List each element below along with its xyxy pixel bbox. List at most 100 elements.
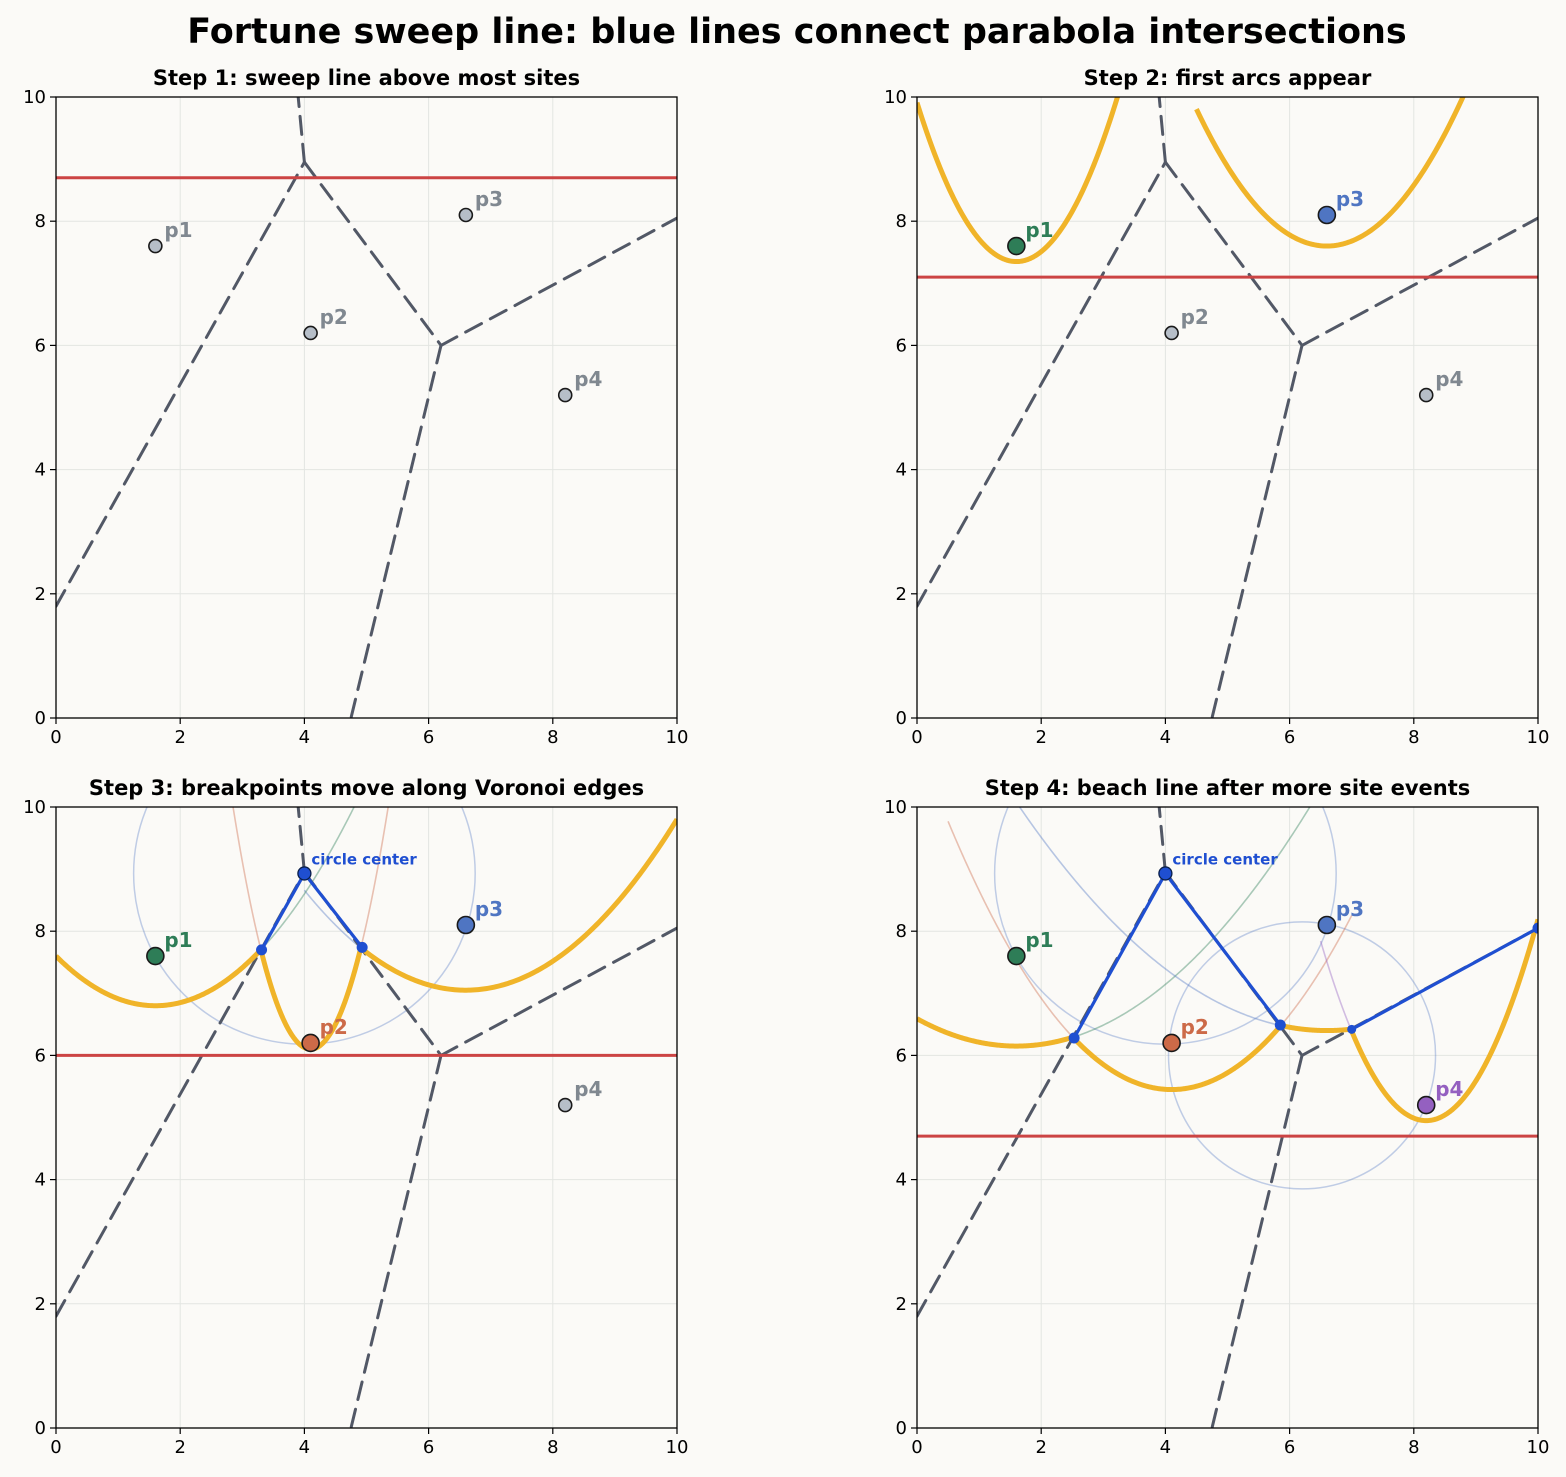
- panel-3: p1 p2 p3 p4 circle center 0 2 4 6 8 10 0 2 4 6 8 10 Step …: [23, 776, 688, 1458]
- empty-circle: [1167, 921, 1437, 1190]
- x-tick-label: 8: [547, 727, 558, 748]
- beach-arc-p3: [1278, 1022, 1354, 1034]
- faint-parabola-p1: [260, 807, 355, 950]
- site-p1: [146, 946, 165, 966]
- x-tick-label: 6: [1284, 727, 1295, 748]
- voronoi-edge: [1210, 1053, 1304, 1428]
- beach-arc-p2: [1072, 1024, 1283, 1093]
- site-p3: [456, 915, 476, 935]
- circle-center-point: [1158, 866, 1173, 881]
- x-tick-label: 8: [1408, 1437, 1419, 1458]
- site-label-p1: p1: [164, 218, 192, 242]
- site-p3: [458, 207, 474, 223]
- voronoi-edge: [349, 343, 443, 718]
- plot-area: [56, 97, 677, 718]
- beach-arc-p1: [917, 1016, 1076, 1049]
- x-tick-label: 10: [1527, 727, 1550, 748]
- axes-frame: [916, 96, 1539, 719]
- site-label-p2: p2: [1181, 305, 1209, 329]
- panel-title: Step 4: beach line after more site event…: [985, 776, 1471, 800]
- breakpoint-connector: [1350, 926, 1538, 1031]
- x-tick-label: 2: [1035, 1437, 1046, 1458]
- site-label-p4: p4: [1435, 1077, 1463, 1101]
- circle-center-label: circle center: [1172, 850, 1278, 868]
- site-label-p3: p3: [475, 897, 503, 921]
- voronoi-edge: [1300, 216, 1538, 347]
- voronoi-edge: [302, 160, 443, 347]
- breakpoint-point: [356, 941, 368, 953]
- y-tick-label: 6: [896, 335, 907, 356]
- site-p3: [1317, 915, 1337, 935]
- panel-4: p1 p2 p3 p4 circle center 0 2 4 6 8 10 0 2 4 6 8 10 Step …: [884, 776, 1550, 1458]
- y-tick-label: 4: [35, 1170, 46, 1191]
- y-tick-label: 8: [35, 921, 46, 942]
- x-tick-label: 2: [174, 1437, 185, 1458]
- x-tick-label: 4: [1160, 727, 1171, 748]
- y-tick-label: 10: [884, 87, 907, 108]
- y-tick-label: 2: [35, 584, 46, 605]
- site-label-p4: p4: [1435, 367, 1463, 391]
- panel-title: Step 1: sweep line above most sites: [153, 66, 580, 90]
- site-p4: [1418, 387, 1434, 403]
- site-label-p2: p2: [320, 1015, 348, 1039]
- voronoi-edge: [1157, 807, 1167, 874]
- x-tick-label: 6: [1284, 1437, 1295, 1458]
- faint-parabola-p3: [1018, 807, 1281, 1027]
- site-p4: [1416, 1095, 1436, 1115]
- site-p2: [1162, 1033, 1181, 1053]
- panel-2: p1 p2 p3 p4 0 2 4 6 8 10 0 2 4 6 8 10 Step 2: first arcs…: [884, 66, 1550, 748]
- voronoi-edge: [1210, 343, 1304, 718]
- y-tick-label: 10: [884, 797, 907, 818]
- circle-center-label: circle center: [311, 850, 417, 868]
- panel-1: p1 p2 p3 p4 0 2 4 6 8 10 0 2 4 6 8 10 Step 1: sweep line…: [23, 66, 688, 748]
- beach-arc-p4: [1349, 918, 1538, 1124]
- y-tick-label: 2: [35, 1294, 46, 1315]
- breakpoint-point: [1532, 922, 1538, 934]
- axes-frame: [916, 806, 1539, 1429]
- axes-frame: [55, 806, 678, 1429]
- y-tick-label: 10: [23, 87, 46, 108]
- site-p2: [303, 325, 318, 341]
- voronoi-edge: [349, 1053, 443, 1428]
- faint-parabola-p2: [1279, 915, 1353, 1027]
- y-tick-label: 6: [35, 335, 46, 356]
- site-p1: [1007, 946, 1026, 966]
- beach-arc-p1: [917, 97, 1121, 265]
- y-tick-label: 0: [35, 1418, 46, 1439]
- y-tick-label: 8: [35, 211, 46, 232]
- site-p4: [557, 1097, 573, 1113]
- x-tick-label: 4: [299, 727, 310, 748]
- site-p1: [1007, 236, 1026, 256]
- x-tick-label: 10: [1527, 1437, 1550, 1458]
- voronoi-edge: [56, 160, 306, 608]
- figure-title: Fortune sweep line: blue lines connect p…: [187, 12, 1407, 52]
- x-tick-label: 0: [911, 727, 922, 748]
- panel-title: Step 2: first arcs appear: [1084, 66, 1372, 90]
- plot-content: [917, 97, 1538, 718]
- beach-arc-p1: [56, 947, 264, 1009]
- voronoi-edge: [296, 807, 306, 874]
- plot-area: [917, 97, 1538, 718]
- y-tick-label: 6: [35, 1045, 46, 1066]
- site-label-p2: p2: [1181, 1015, 1209, 1039]
- y-tick-label: 0: [896, 708, 907, 729]
- voronoi-edge: [1163, 160, 1304, 347]
- x-tick-label: 0: [50, 727, 61, 748]
- y-tick-label: 0: [896, 1418, 907, 1439]
- breakpoint-point: [1068, 1032, 1080, 1044]
- y-tick-label: 8: [896, 921, 907, 942]
- site-p2: [1164, 325, 1179, 341]
- x-tick-label: 4: [1160, 1437, 1171, 1458]
- plot-area: [56, 807, 677, 1428]
- y-tick-label: 4: [896, 1170, 907, 1191]
- site-p2: [301, 1033, 320, 1053]
- panels: p1 p2 p3 p4 0 2 4 6 8 10 0 2 4 6 8 10 Step 1: sweep line…: [23, 66, 1550, 1458]
- faint-parabola-p4: [1319, 940, 1353, 1032]
- circle-center-point: [297, 866, 312, 881]
- voronoi-edge: [1157, 97, 1167, 164]
- site-label-p4: p4: [574, 367, 602, 391]
- x-tick-label: 2: [174, 727, 185, 748]
- y-tick-label: 2: [896, 1294, 907, 1315]
- beach-arc-p3: [1194, 97, 1466, 249]
